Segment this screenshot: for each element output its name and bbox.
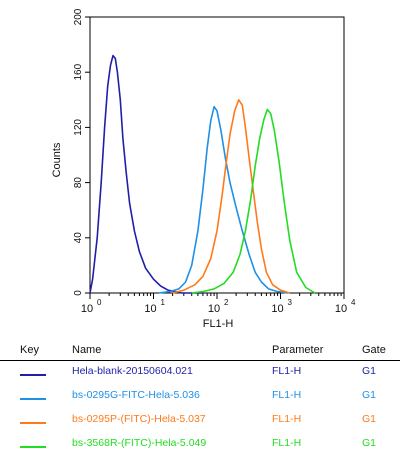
y-tick-label: 160 (73, 63, 84, 80)
chart-axes: 0 40 80 120 160 200 10 0 10 1 10 2 10 3 10 4 (73, 8, 356, 315)
x-tick-label: 10 (144, 303, 156, 315)
legend-swatch (20, 422, 46, 424)
legend-header-parameter: Parameter (272, 344, 324, 356)
series-layer (89, 54, 316, 294)
legend-row: Hela-blank-20150604.021 FL1-H G1 (0, 362, 400, 386)
x-tick-label: 10 (271, 303, 283, 315)
legend-row: bs-3568R-(FITC)-Hela-5.049 FL1-H G1 (0, 434, 400, 458)
y-tick-label: 80 (73, 177, 84, 189)
legend-name: bs-3568R-(FITC)-Hela-5.049 (72, 437, 207, 449)
x-tick-exponent: 0 (97, 298, 102, 307)
legend-gate: G1 (362, 389, 377, 401)
legend-swatch (20, 374, 46, 376)
legend-row: bs-0295P-(FITC)-Hela-5.037 FL1-H G1 (0, 410, 400, 434)
x-tick-exponent: 4 (351, 298, 356, 307)
x-tick-exponent: 1 (161, 298, 166, 307)
y-tick-label: 120 (73, 119, 84, 136)
y-tick-label: 200 (73, 8, 84, 25)
plot-frame (89, 16, 345, 294)
y-tick-label: 40 (73, 232, 84, 244)
legend-name: bs-0295G-FITC-Hela-5.036 (72, 389, 200, 401)
y-axis-label: Counts (51, 142, 63, 177)
legend-gate: G1 (362, 365, 377, 377)
legend-parameter: FL1-H (272, 413, 302, 425)
series-line-3 (172, 99, 291, 294)
x-tick-exponent: 2 (224, 298, 229, 307)
legend-header-name: Name (72, 344, 102, 356)
legend-header-gate: Gate (362, 344, 386, 356)
legend-divider (0, 360, 400, 361)
series-line-1 (89, 54, 203, 294)
legend-swatch (20, 398, 46, 400)
legend-row: bs-0295G-FITC-Hela-5.036 FL1-H G1 (0, 386, 400, 410)
y-tick-label: 0 (73, 290, 84, 296)
legend-name: Hela-blank-20150604.021 (72, 365, 193, 377)
legend-gate: G1 (362, 413, 377, 425)
series-line-4 (191, 108, 316, 294)
x-tick-label: 10 (208, 303, 220, 315)
axis-labels: FL1-H Counts (51, 142, 233, 330)
legend-header-key: Key (20, 344, 39, 356)
histogram-chart: 0 40 80 120 160 200 10 0 10 1 10 2 10 3 10 4 FL1-H Coun… (51, 8, 356, 330)
x-axis-label: FL1-H (203, 318, 234, 330)
legend-swatch (20, 446, 46, 448)
legend-gate: G1 (362, 437, 377, 449)
legend-parameter: FL1-H (272, 365, 302, 377)
x-tick-label: 10 (81, 303, 93, 315)
legend-parameter: FL1-H (272, 389, 302, 401)
legend-parameter: FL1-H (272, 437, 302, 449)
legend-name: bs-0295P-(FITC)-Hela-5.037 (72, 413, 206, 425)
x-tick-label: 10 (335, 303, 347, 315)
x-tick-exponent: 3 (288, 298, 293, 307)
series-line-2 (158, 105, 288, 294)
